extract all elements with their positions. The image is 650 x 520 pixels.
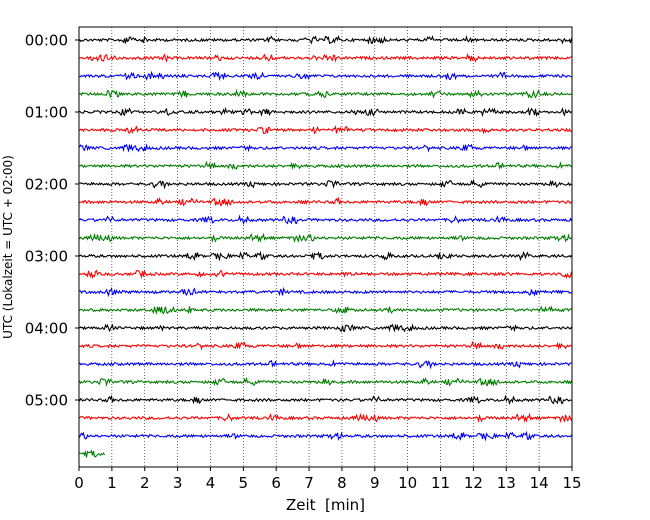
trace-row [79, 178, 572, 190]
x-tick-label: 15 [562, 474, 581, 492]
trace-row [79, 34, 573, 45]
x-tick-label: 11 [431, 474, 450, 492]
trace-row [79, 106, 572, 118]
y-axis-label: UTC (Lokalzeit = UTC + 02:00) [1, 155, 15, 339]
trace-row [79, 323, 572, 333]
x-axis-ticks: 0 1 2 3 4 5 6 7 8 9 10 11 12 13 14 15 [74, 467, 582, 492]
trace-row [79, 412, 573, 424]
trace-row [79, 376, 573, 387]
y-tick-label: 05:00 [25, 392, 68, 410]
y-tick-label: 03:00 [25, 248, 68, 266]
trace-row [79, 449, 105, 458]
trace-row [79, 269, 573, 280]
trace-row [79, 250, 572, 262]
trace-row [79, 125, 572, 135]
plot-frame [78, 26, 573, 468]
x-tick-label: 0 [74, 474, 84, 492]
trace-row [79, 160, 572, 170]
y-tick-label: 02:00 [25, 176, 68, 194]
x-tick-label: 10 [398, 474, 417, 492]
x-tick-label: 7 [304, 474, 314, 492]
trace-row [79, 305, 572, 315]
trace-row [79, 143, 572, 153]
x-tick-label: 3 [173, 474, 183, 492]
trace-row [79, 70, 572, 82]
x-tick-label: 2 [140, 474, 150, 492]
y-tick-label: 01:00 [25, 104, 68, 122]
x-tick-label: 4 [206, 474, 216, 492]
trace-row [79, 52, 572, 63]
y-tick-label: 00:00 [25, 32, 68, 50]
x-axis-label: Zeit [min] [286, 496, 365, 514]
x-tick-label: 8 [337, 474, 347, 492]
trace-row [79, 88, 572, 99]
trace-row [79, 286, 572, 298]
y-tick-label: 04:00 [25, 320, 68, 338]
trace-row [79, 214, 572, 226]
y-axis-ticks: 00:00 01:00 02:00 03:00 04:00 05:00 [25, 32, 79, 410]
seismic-traces [78, 34, 573, 458]
x-tick-label: 1 [107, 474, 117, 492]
vertical-gridlines [111, 27, 540, 467]
trace-row [79, 232, 572, 244]
trace-row [78, 430, 572, 442]
trace-row [78, 394, 572, 406]
trace-row [79, 196, 572, 207]
x-tick-label: 12 [464, 474, 483, 492]
x-tick-label: 5 [239, 474, 249, 492]
trace-row [79, 340, 572, 351]
x-tick-label: 13 [497, 474, 516, 492]
x-tick-label: 14 [530, 474, 549, 492]
x-tick-label: 6 [271, 474, 281, 492]
trace-row [79, 359, 572, 370]
x-tick-label: 9 [370, 474, 380, 492]
